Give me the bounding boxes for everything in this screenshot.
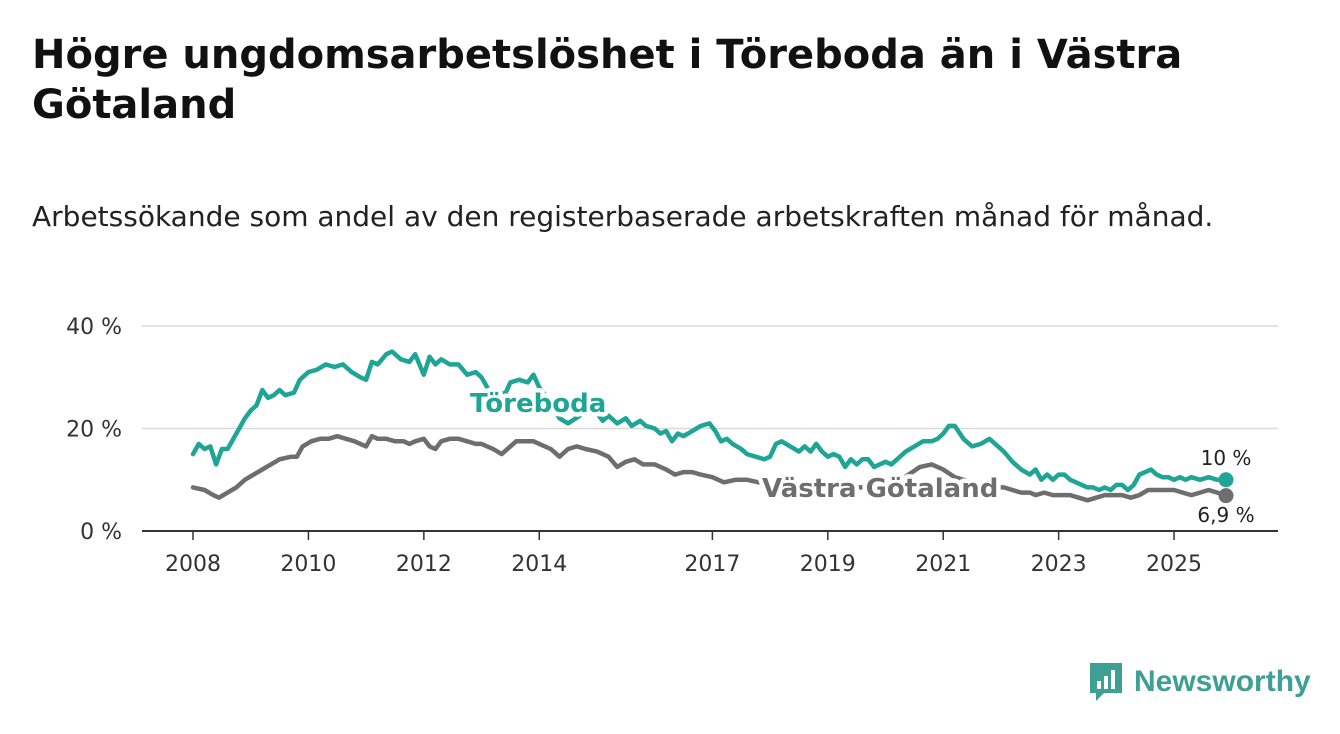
x-tick-label: 2008	[165, 552, 221, 577]
x-tick-label: 2010	[280, 552, 336, 577]
y-tick-label: 0 %	[80, 520, 122, 545]
brand-logo: Newsworthy	[1088, 660, 1311, 704]
x-tick-label: 2019	[800, 552, 856, 577]
end-value-label-vastra-gotaland: 6,9 %	[1197, 503, 1254, 527]
y-tick-label: 20 %	[66, 418, 122, 443]
end-marker-vastra-gotaland	[1218, 488, 1234, 504]
axis-layer: 0 % 20 % 40 % 2008 2010 2012 2014 2017 2019 2021 2…	[66, 315, 1278, 577]
series-line-vastra-gotaland	[190, 433, 1229, 503]
x-tick-label: 2025	[1146, 552, 1202, 577]
grid-layer	[142, 325, 1278, 430]
end-value-label-toreboda: 10 %	[1201, 446, 1252, 470]
chart-title: Högre ungdomsarbetslöshet i Töreboda än …	[32, 32, 1183, 128]
x-tick-label: 2012	[396, 552, 452, 577]
label-layer: Töreboda Västra Götaland 10 % 6,9 %	[466, 385, 1255, 528]
series-label-vastra-gotaland: Västra Götaland	[762, 474, 998, 504]
newsworthy-logo-icon	[1090, 663, 1122, 701]
x-tick-label: 2023	[1031, 552, 1087, 577]
brand-name: Newsworthy	[1134, 665, 1311, 698]
end-marker-toreboda	[1218, 472, 1234, 488]
x-tick-label: 2021	[915, 552, 971, 577]
series-layer	[190, 349, 1234, 504]
x-tick-label: 2017	[684, 552, 740, 577]
x-tick-label: 2014	[511, 552, 567, 577]
series-line-toreboda	[190, 349, 1229, 493]
chart-subtitle: Arbetssökande som andel av den registerb…	[32, 200, 1214, 233]
series-label-toreboda: Töreboda	[470, 389, 606, 419]
y-tick-label: 40 %	[66, 315, 122, 340]
